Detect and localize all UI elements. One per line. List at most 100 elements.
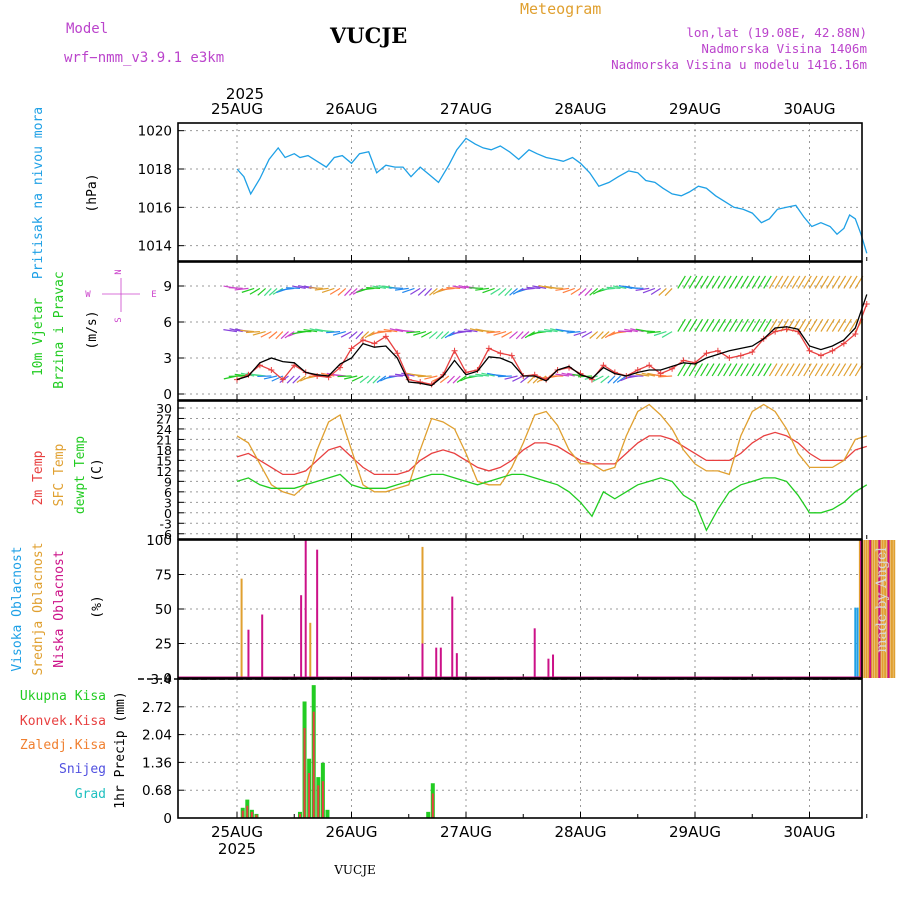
wind-barb: [337, 287, 347, 296]
wind-barb: [740, 275, 749, 289]
cloud-mid-bar: [421, 546, 424, 678]
wind-barb: [389, 328, 404, 333]
legend-frozen: Zaledj.Kisa: [20, 738, 106, 753]
wind-barb: [308, 287, 323, 289]
wind-barb: [410, 287, 421, 295]
compass-south: S: [114, 317, 124, 322]
wind-barb: [717, 318, 726, 332]
wind-barb: [469, 287, 484, 289]
model-name: wrf−nmm_v3.9.1 e3km: [64, 50, 224, 66]
wind-barb: [763, 275, 772, 289]
wind-barb: [292, 375, 301, 384]
wind-barb: [820, 275, 829, 289]
wind-ylabel-2: Brzina i Pravac: [52, 271, 67, 388]
y-tick-label: 27: [156, 411, 172, 426]
wind-barb: [664, 287, 673, 297]
panel-frame: [177, 400, 863, 540]
wind-barb: [314, 287, 329, 291]
wind-barb: [364, 331, 375, 339]
top-day-label: 28AUG: [555, 100, 607, 118]
wind-barb: [820, 318, 829, 332]
wind-barb: [640, 330, 655, 333]
wind-barb: [635, 373, 650, 377]
y-tick-label: 3.4: [151, 672, 172, 688]
wind-barb: [849, 363, 858, 377]
wind-barb: [360, 287, 375, 291]
wind-barb: [383, 328, 398, 333]
wind-barb: [480, 329, 495, 333]
y-tick-label: 3: [163, 351, 172, 367]
wind-barb: [527, 375, 536, 384]
wind-barb: [413, 331, 427, 336]
y-tick-label: 2.72: [142, 700, 172, 716]
wind-compass: N S W E: [85, 269, 156, 322]
wind-speed-marker: [646, 362, 653, 369]
temp-ylabel-2: SFC Temp: [52, 444, 67, 507]
wind-barb: [561, 372, 575, 377]
y-tick-label: 25: [155, 637, 172, 653]
cloud-ylabel-2: Srednja Oblacnost: [31, 542, 46, 675]
wind-barb: [774, 275, 784, 289]
wind-barb: [774, 363, 784, 377]
wind-barb: [746, 318, 755, 332]
wind-barb: [711, 363, 721, 377]
compass-west: W: [85, 290, 91, 300]
wind-speed-marker: [772, 328, 779, 335]
wind-barb: [481, 372, 495, 377]
y-tick-label: 1020: [138, 124, 172, 140]
wind-speed-marker: [382, 333, 389, 340]
wind-barb: [837, 318, 847, 332]
legend-conv: Konvek.Kisa: [20, 714, 106, 729]
wind-barb: [501, 331, 513, 338]
cloud-low-bar: [878, 540, 881, 678]
wind-barb: [843, 318, 852, 332]
cloud-mid-bar: [863, 540, 866, 678]
wind-barb: [837, 363, 847, 377]
wind-barb: [332, 331, 346, 336]
wind-barb: [260, 331, 272, 338]
wind-barb: [694, 363, 704, 377]
wind-speed-marker: [508, 352, 515, 359]
wind-barb: [589, 331, 599, 339]
wind-barb: [843, 275, 852, 289]
wind-barb: [286, 375, 295, 384]
cloud-low-bar: [421, 643, 424, 678]
wind-speed-marker: [714, 347, 721, 354]
bottom-day-labels: 25AUG 26AUG 27AUG 28AUG 29AUG 30AUG: [211, 823, 835, 841]
wind-barb: [509, 287, 518, 296]
wind-speed-marker: [817, 352, 824, 359]
wind-barb: [700, 363, 709, 377]
y-tick-label: 24: [156, 422, 172, 437]
wind-barb: [340, 331, 352, 338]
wind-barb: [808, 363, 818, 377]
wind-barb: [566, 331, 581, 334]
wind-barb: [595, 331, 604, 340]
legend-total: Ukupna Kisa: [20, 689, 106, 704]
wind-barb: [268, 331, 278, 339]
cloud-high-bar: [854, 607, 857, 678]
wind-barb: [711, 275, 721, 289]
temperature-2m-line: [236, 431, 867, 476]
precip-convective-bar: [298, 813, 301, 818]
wind-barb: [612, 375, 621, 384]
wind-barb: [296, 375, 307, 384]
footer-station: VUCJE: [333, 863, 376, 877]
y-tick-label: 0.68: [142, 783, 172, 799]
wind-barb: [344, 375, 358, 380]
wind-barb: [366, 375, 375, 384]
wind-barb: [740, 363, 749, 377]
temperature-dewpt-line: [236, 473, 868, 532]
wind-barb: [240, 329, 255, 333]
wind-barb: [543, 328, 558, 333]
y-tick-label: 0: [163, 387, 172, 403]
precip-convective-bar: [312, 711, 315, 818]
wind-speed-marker: [703, 350, 710, 357]
wind-barb: [653, 331, 667, 337]
wind-speed-marker: [348, 345, 355, 352]
wind-barb: [757, 318, 767, 332]
wind-barb: [688, 363, 698, 377]
wind-barb: [746, 363, 755, 377]
precip-convective-bar: [317, 785, 320, 818]
wind-barb: [589, 287, 599, 296]
wind-barb: [406, 331, 421, 334]
